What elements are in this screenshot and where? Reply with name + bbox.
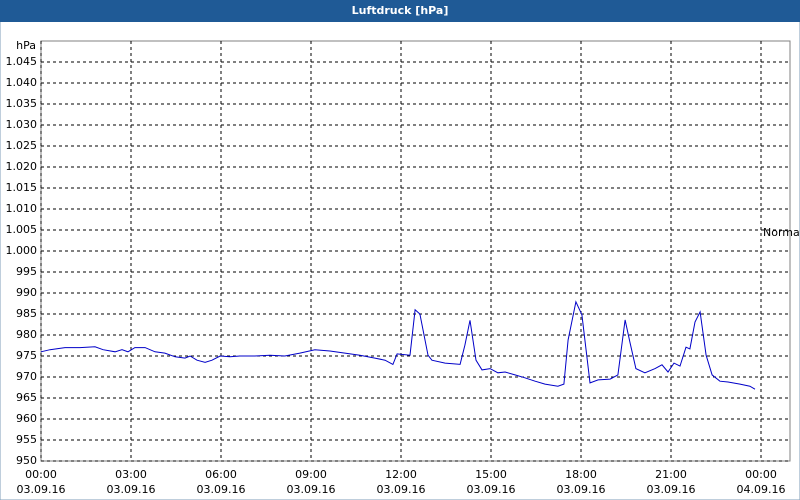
x-tick-date: 03.09.16 bbox=[647, 483, 696, 496]
y-unit: hPa bbox=[16, 39, 36, 52]
y-tick-label: 1.040 bbox=[6, 76, 38, 89]
y-tick-label: 1.000 bbox=[6, 244, 38, 257]
x-tick-date: 03.09.16 bbox=[557, 483, 606, 496]
y-tick-label: 990 bbox=[16, 286, 37, 299]
x-tick-date: 03.09.16 bbox=[287, 483, 336, 496]
y-tick-label: 960 bbox=[16, 412, 37, 425]
y-tick-label: 1.030 bbox=[6, 118, 38, 131]
x-tick-date: 03.09.16 bbox=[17, 483, 66, 496]
x-tick-label: 09:00 bbox=[295, 468, 327, 481]
chart-title: Luftdruck [hPa] bbox=[352, 4, 449, 17]
x-tick-label: 21:00 bbox=[655, 468, 687, 481]
y-tick-label: 985 bbox=[16, 307, 37, 320]
y-tick-label: 1.045 bbox=[6, 55, 38, 68]
y-tick-label: 970 bbox=[16, 370, 37, 383]
y-tick-label: 1.005 bbox=[6, 223, 38, 236]
x-tick-date: 03.09.16 bbox=[377, 483, 426, 496]
x-tick-date: 04.09.16 bbox=[737, 483, 786, 496]
annotation: Normal bbox=[763, 226, 800, 239]
x-tick-label: 00:00 bbox=[25, 468, 57, 481]
y-tick-label: 965 bbox=[16, 391, 37, 404]
y-tick-label: 955 bbox=[16, 433, 37, 446]
y-tick-label: 995 bbox=[16, 265, 37, 278]
x-tick-date: 03.09.16 bbox=[197, 483, 246, 496]
y-tick-label: 950 bbox=[16, 454, 37, 467]
y-tick-label: 1.020 bbox=[6, 160, 38, 173]
x-tick-label: 00:00 bbox=[745, 468, 777, 481]
y-tick-label: 1.015 bbox=[6, 181, 38, 194]
y-tick-label: 1.025 bbox=[6, 139, 38, 152]
x-tick-label: 12:00 bbox=[385, 468, 417, 481]
x-tick-date: 03.09.16 bbox=[467, 483, 516, 496]
x-tick-label: 15:00 bbox=[475, 468, 507, 481]
x-tick-label: 06:00 bbox=[205, 468, 237, 481]
x-tick-label: 03:00 bbox=[115, 468, 147, 481]
y-tick-label: 1.010 bbox=[6, 202, 38, 215]
data-line bbox=[40, 300, 756, 390]
y-tick-label: 980 bbox=[16, 328, 37, 341]
x-tick-date: 03.09.16 bbox=[107, 483, 156, 496]
x-tick-label: 18:00 bbox=[565, 468, 597, 481]
y-tick-label: 1.035 bbox=[6, 97, 38, 110]
y-tick-label: 975 bbox=[16, 349, 37, 362]
title-bar bbox=[0, 0, 800, 22]
